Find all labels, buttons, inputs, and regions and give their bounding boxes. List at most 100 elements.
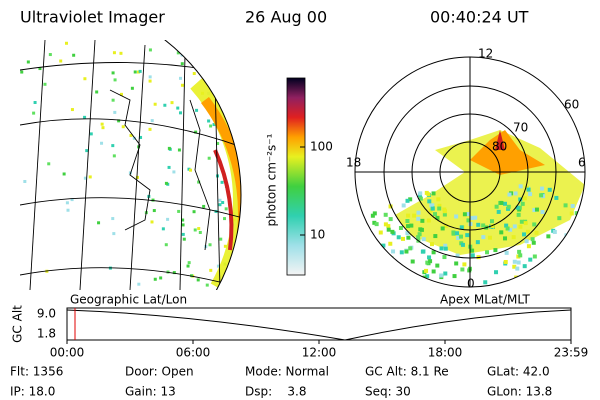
speckle [180, 83, 184, 87]
polar-image [370, 130, 589, 287]
speckle [547, 187, 552, 192]
speckle [458, 234, 463, 239]
speckle [182, 237, 186, 241]
speckle [401, 203, 406, 208]
speckle [503, 236, 508, 241]
speckle [83, 77, 87, 81]
speckle [528, 192, 533, 197]
speckle [219, 51, 223, 55]
speckle [546, 234, 551, 239]
speckle [390, 260, 395, 265]
speckle [410, 259, 415, 264]
speckle [176, 51, 180, 55]
speckle [249, 146, 252, 149]
speckle [137, 70, 141, 74]
title: Ultraviolet Imager [20, 8, 165, 27]
speckle [460, 242, 465, 247]
speckle [443, 224, 448, 229]
speckle [117, 119, 121, 123]
speckle [100, 141, 104, 145]
speckle [534, 207, 539, 212]
aurora-peak [495, 130, 505, 150]
speckle [221, 201, 225, 205]
speckle [33, 101, 37, 105]
speckle [456, 236, 461, 241]
speckle [508, 282, 513, 287]
speckle [244, 129, 247, 132]
polar-grid [354, 56, 586, 288]
speckle [452, 274, 457, 279]
speckle [241, 218, 244, 221]
speckle [525, 229, 530, 234]
speckle [409, 223, 414, 228]
speckle [433, 212, 438, 217]
speckle [523, 221, 528, 226]
speckle [532, 222, 537, 227]
speckle [372, 220, 377, 225]
speckle [425, 260, 430, 265]
speckle [246, 202, 249, 205]
speckle [495, 286, 500, 287]
speckle [187, 167, 191, 171]
speckle [431, 250, 436, 255]
colorbar-tick-label: 100 [310, 140, 333, 154]
aurora-speckles [20, 41, 252, 287]
status-bar: Flt: 1356 Door: Open Mode: Normal GC Alt: 8… [10, 365, 552, 399]
mlt-label: 12 [478, 47, 493, 61]
speckle [135, 175, 139, 179]
speckle [406, 235, 411, 240]
speckle [405, 218, 410, 223]
speckle [230, 53, 234, 57]
disk [20, 40, 252, 290]
speckle [516, 260, 521, 265]
speckle [152, 209, 156, 213]
x-tick-label: 12:00 [302, 346, 337, 360]
speckle [442, 255, 447, 260]
speckle [504, 250, 509, 255]
speckle [139, 135, 143, 139]
speckle [177, 209, 181, 213]
speckle [499, 200, 504, 205]
speckle [528, 257, 533, 262]
speckle [428, 259, 433, 264]
speckle [148, 75, 152, 79]
time: 00:40:24 UT [430, 8, 529, 27]
speckle [130, 86, 134, 90]
speckle [517, 205, 522, 210]
speckle [163, 103, 167, 107]
speckle [405, 198, 410, 203]
speckle [83, 115, 87, 119]
speckle [226, 276, 230, 280]
speckle [439, 273, 444, 278]
speckle [454, 261, 459, 266]
speckle [121, 125, 125, 129]
status-field: GC Alt: 8.1 Re [365, 365, 449, 379]
speckle [179, 76, 183, 80]
speckle [129, 133, 133, 137]
speckle [205, 283, 209, 287]
x-tick-label: 23:59 [554, 346, 589, 360]
x-tick-label: 00:00 [50, 346, 85, 360]
speckle [442, 212, 447, 217]
speckle [249, 49, 252, 52]
speckle [193, 228, 197, 232]
speckle [494, 270, 499, 275]
speckle [66, 208, 70, 212]
speckle [221, 67, 225, 71]
speckle [554, 195, 559, 200]
speckle [421, 237, 426, 242]
speckle [518, 184, 523, 189]
speckle [223, 244, 227, 248]
speckle [89, 132, 93, 136]
speckle [585, 198, 589, 202]
speckle [494, 204, 499, 209]
date: 26 Aug 00 [245, 8, 327, 27]
speckle [513, 191, 518, 196]
speckle [489, 219, 494, 224]
status-field: Seq: 30 [365, 385, 411, 399]
speckle [95, 90, 99, 94]
speckle [408, 197, 413, 202]
speckle [563, 203, 568, 208]
speckle [462, 262, 467, 267]
speckle [198, 230, 202, 234]
